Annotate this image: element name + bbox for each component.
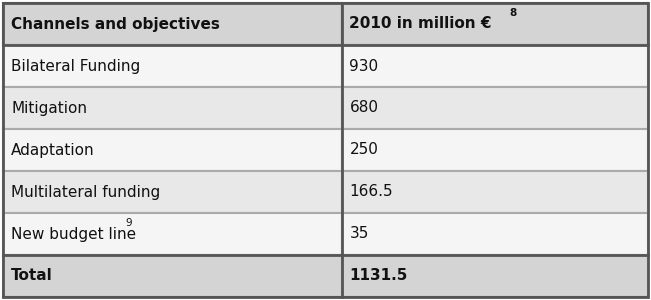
Text: Adaptation: Adaptation (11, 142, 94, 158)
Text: 166.5: 166.5 (350, 184, 393, 200)
Text: 2010 in million €: 2010 in million € (350, 16, 492, 32)
Text: 680: 680 (350, 100, 378, 116)
Text: 250: 250 (350, 142, 378, 158)
Bar (342, 171, 648, 213)
Text: Bilateral Funding: Bilateral Funding (11, 58, 141, 74)
Bar (3, 87, 342, 129)
Bar (3, 129, 342, 171)
Text: Total: Total (11, 268, 53, 284)
Bar (342, 3, 648, 45)
Text: New budget line: New budget line (11, 226, 136, 242)
Text: 930: 930 (350, 58, 378, 74)
Bar (3, 171, 342, 213)
Bar (3, 3, 342, 45)
Text: 9: 9 (125, 218, 132, 228)
Bar (342, 45, 648, 87)
Bar (3, 213, 342, 255)
Bar (342, 87, 648, 129)
Bar (342, 255, 648, 297)
Text: Multilateral funding: Multilateral funding (11, 184, 160, 200)
Text: 8: 8 (509, 8, 516, 19)
Bar (342, 129, 648, 171)
Bar (3, 45, 342, 87)
Bar (3, 255, 342, 297)
Text: 1131.5: 1131.5 (350, 268, 408, 284)
Text: Mitigation: Mitigation (11, 100, 87, 116)
Text: Channels and objectives: Channels and objectives (11, 16, 220, 32)
Text: 35: 35 (350, 226, 369, 242)
Bar (342, 213, 648, 255)
